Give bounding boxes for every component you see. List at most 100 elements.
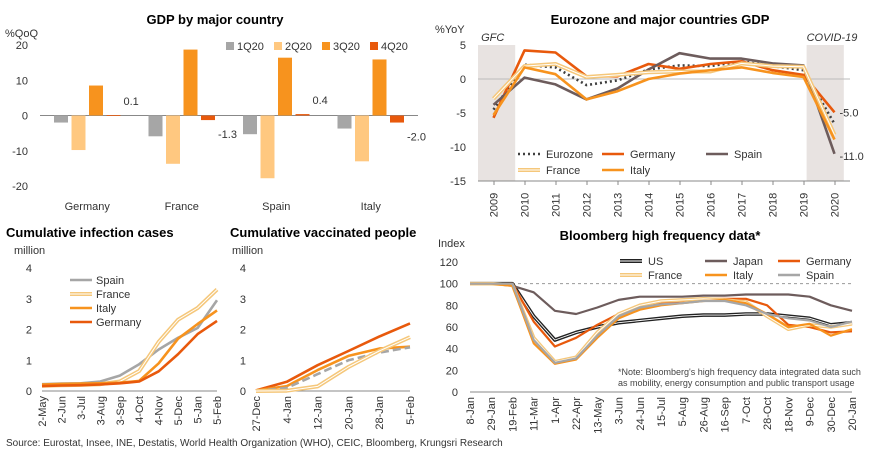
bloomberg-legend-label: France xyxy=(648,270,682,282)
bloomberg-legend-label: Italy xyxy=(733,270,754,282)
vaccinated-x-tick: 5-Feb xyxy=(405,396,417,425)
gdp-legend-swatch xyxy=(226,42,234,50)
bloomberg-x-tick: 30-Dec xyxy=(826,397,838,433)
bloomberg-x-tick: 26-Aug xyxy=(698,397,710,432)
infection-line-germany xyxy=(41,319,218,388)
ez-chart-title: Eurozone and major countries GDP xyxy=(551,12,770,27)
bloomberg-x-tick: 28-Oct xyxy=(762,397,774,430)
gdp-legend-swatch xyxy=(274,42,282,50)
gdp-bar xyxy=(260,115,275,179)
bloomberg-x-tick: 1-Apr xyxy=(550,397,562,424)
bloomberg-y-tick: 0 xyxy=(452,387,458,399)
infection-x-tick: 4-Oct xyxy=(134,396,146,423)
ez-shade-label: COVID-19 xyxy=(807,32,858,44)
gdp-category-label: France xyxy=(165,201,199,213)
gdp-y-tick: 0 xyxy=(22,111,28,123)
ez-x-tick: 2009 xyxy=(489,193,501,217)
infection-x-tick: 5-Feb xyxy=(212,396,224,425)
bloomberg-x-tick: 9-Dec xyxy=(805,397,817,427)
ez-x-tick: 2016 xyxy=(706,193,718,217)
gdp-legend-label: 1Q20 xyxy=(237,41,264,53)
gdp-bar xyxy=(166,115,180,164)
bloomberg-line-japan xyxy=(470,282,853,316)
vaccinated-y-tick: 4 xyxy=(240,263,246,275)
gdp-legend-swatch xyxy=(370,42,378,50)
vaccinated-x-tick: 4-Jan xyxy=(282,396,294,424)
gdp-legend-label: 2Q20 xyxy=(285,41,312,53)
infection-x-tick: 3-Aug xyxy=(95,396,107,425)
ez-legend-label: Italy xyxy=(630,165,651,177)
vaccinated-y-tick: 2 xyxy=(240,325,246,337)
ez-x-tick: 2019 xyxy=(799,193,811,217)
ez-line-spain xyxy=(492,51,836,155)
gdp-y-axis-label: %QoQ xyxy=(5,28,38,40)
ez-end-label: -5.0 xyxy=(840,107,859,119)
gdp-bar xyxy=(71,115,86,151)
gdp-bar xyxy=(390,115,404,123)
gdp-bar xyxy=(355,115,369,162)
ez-legend-label: Germany xyxy=(630,149,676,161)
infection-legend-label: Germany xyxy=(96,317,142,329)
vaccinated-x-tick: 20-Jan xyxy=(343,396,355,430)
bloomberg-x-tick: 3-Jun xyxy=(614,397,626,425)
infection-y-tick: 0 xyxy=(26,386,32,398)
ez-y-tick: -10 xyxy=(450,142,466,154)
bloomberg-x-tick: 20-Jan xyxy=(847,397,859,431)
vaccinated-y-tick: 0 xyxy=(240,386,246,398)
gdp-bar xyxy=(183,49,198,116)
ez-line-france-inner xyxy=(493,62,835,136)
gdp-category-label: Spain xyxy=(262,201,290,213)
vaccinated-x-tick: 27-Dec xyxy=(251,396,263,432)
gdp-bar xyxy=(148,115,163,137)
ez-x-tick: 2017 xyxy=(737,193,749,217)
gdp-y-tick: -10 xyxy=(12,146,28,158)
vaccinated-x-tick: 12-Jan xyxy=(313,396,325,430)
ez-y-tick: 5 xyxy=(460,40,466,52)
bloomberg-note-line: as mobility, energy consumption and publ… xyxy=(618,378,854,388)
gdp-legend-label: 4Q20 xyxy=(381,41,408,53)
bloomberg-x-tick: 16-Sep xyxy=(720,397,732,432)
bloomberg-note: *Note: Bloomberg's high frequency data i… xyxy=(618,367,861,388)
ez-x-tick: 2011 xyxy=(551,193,563,217)
infection-legend-label: France xyxy=(96,289,130,301)
infection-y-axis-label: million xyxy=(14,245,45,257)
gdp-bar xyxy=(243,115,257,135)
ez-y-tick: -15 xyxy=(450,176,466,188)
bloomberg-line-us-inner xyxy=(470,283,853,341)
bloomberg-x-tick: 7-Oct xyxy=(741,397,753,424)
bloomberg-note-line: *Note: Bloomberg's high frequency data i… xyxy=(618,367,861,377)
infection-y-tick: 3 xyxy=(26,294,32,306)
gdp-bar xyxy=(201,115,215,121)
bloomberg-line-spain xyxy=(470,282,853,364)
source-note: Source: Eurostat, Insee, INE, Destatis, … xyxy=(6,438,503,449)
vaccinated-x-tick: 28-Jan xyxy=(374,396,386,430)
infection-x-tick: 5-Jan xyxy=(193,396,205,424)
ez-y-tick: -5 xyxy=(456,108,466,120)
bloomberg-y-tick: 80 xyxy=(446,300,458,312)
gdp-y-tick: 20 xyxy=(16,40,28,52)
vaccinated-line-france-inner xyxy=(255,336,411,392)
vaccinated-y-tick: 3 xyxy=(240,294,246,306)
vaccinated-line-spain xyxy=(255,346,411,393)
gdp-y-tick: 10 xyxy=(16,75,28,87)
bloomberg-x-tick: 5-Aug xyxy=(677,397,689,426)
vaccinated-y-tick: 1 xyxy=(240,355,246,367)
bloomberg-legend-label: Spain xyxy=(806,270,834,282)
infection-legend-label: Italy xyxy=(96,303,117,315)
gdp-category-label: Germany xyxy=(65,201,111,213)
ez-y-tick: 0 xyxy=(460,74,466,86)
gdp-legend-swatch xyxy=(322,42,330,50)
bloomberg-x-tick: 18-Nov xyxy=(783,397,795,433)
bloomberg-x-tick: 19-Feb xyxy=(507,397,519,432)
gdp-bar xyxy=(54,115,68,123)
ez-y-axis-label: %YoY xyxy=(435,24,465,36)
infection-x-tick: 2-Jun xyxy=(56,396,68,424)
infection-x-tick: 3-Jul xyxy=(76,396,88,420)
bloomberg-y-tick: 40 xyxy=(446,344,458,356)
bloomberg-y-tick: 60 xyxy=(446,322,458,334)
bloomberg-x-tick: 8-Jan xyxy=(465,397,477,425)
bloomberg-chart-title: Bloomberg high frequency data* xyxy=(560,228,762,243)
gdp-bar xyxy=(278,57,292,116)
